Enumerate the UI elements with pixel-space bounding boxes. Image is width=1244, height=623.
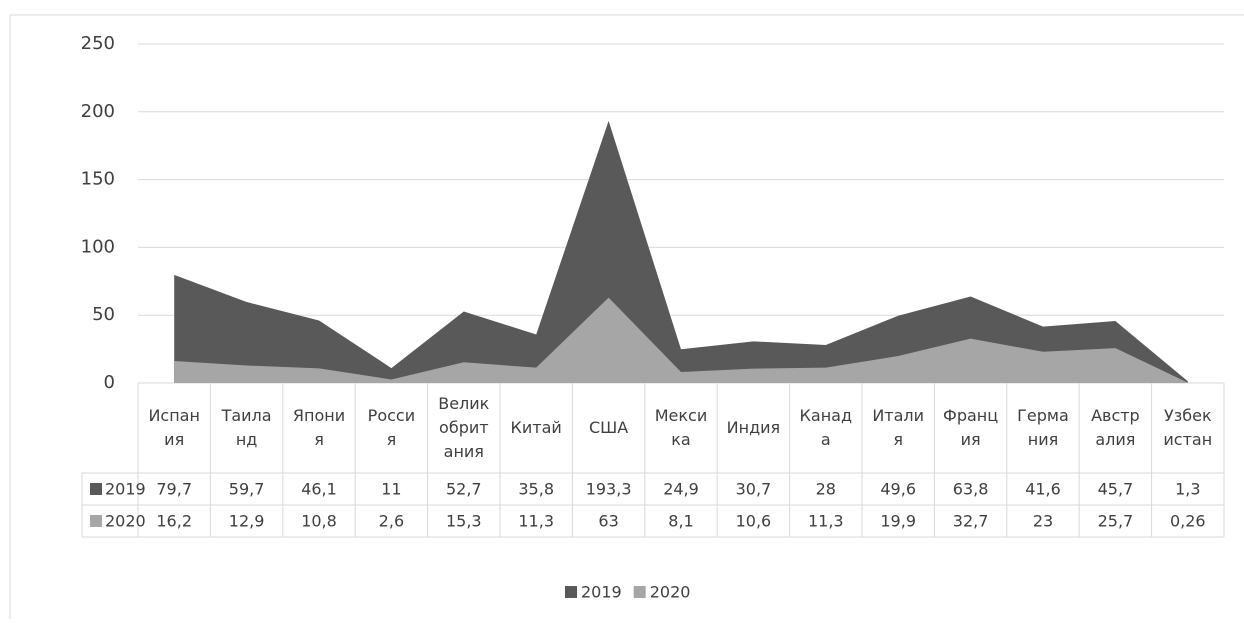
legend-key [90,515,102,527]
data-label: 193,3 [586,480,632,499]
data-label: 52,7 [446,480,482,499]
data-label: 49,6 [880,480,916,499]
data-label: 35,8 [518,480,554,499]
data-label: 63 [598,512,618,531]
x-tick-label: Узбек истан [1163,406,1212,449]
data-label: 79,7 [156,480,192,499]
x-tick-label: Таила нд [221,406,272,449]
data-label: 15,3 [446,512,482,531]
data-label: 11,3 [808,512,844,531]
x-tick-label: Япони я [293,406,345,449]
data-label: 11 [381,480,401,499]
data-label: 1,3 [1175,480,1200,499]
data-label: 8,1 [668,512,693,531]
x-tick-label: Мекси ка [655,406,708,449]
data-label: 16,2 [156,512,192,531]
legend-key [633,586,646,598]
y-tick-label: 150 [81,169,115,190]
area [174,297,1188,383]
y-tick-label: 250 [81,33,115,54]
y-tick-label: 100 [81,236,115,257]
data-label: 63,8 [953,480,989,499]
x-tick-label: США [589,418,628,437]
x-tick-label: Испан ия [148,406,200,449]
x-tick-label: Росси я [368,406,415,449]
data-label: 23 [1033,512,1053,531]
legend-label: 2020 [650,583,691,602]
legend-key [90,483,102,495]
data-label: 28 [816,480,836,499]
x-tick-label: Велик обрит ания [438,394,489,461]
data-label: 11,3 [518,512,554,531]
data-label: 10,6 [736,512,772,531]
data-label: 45,7 [1098,480,1134,499]
data-label: 19,9 [880,512,916,531]
y-tick-label: 200 [81,101,115,122]
x-tick-label: Герма ния [1017,406,1069,449]
y-tick-label: 50 [92,304,115,325]
data-label: 25,7 [1098,512,1134,531]
x-tick-label: Китай [511,418,562,437]
y-tick-label: 0 [104,372,115,393]
area [174,120,1188,384]
legend-key [565,586,577,598]
data-label: 2,6 [379,512,404,531]
data-label: 24,9 [663,480,699,499]
data-label: 59,7 [229,480,265,499]
x-tick-label: Индия [727,418,781,437]
data-label: 32,7 [953,512,989,531]
data-label: 12,9 [229,512,265,531]
data-label: 41,6 [1025,480,1061,499]
row-label: 2019 [105,480,146,499]
x-tick-label: Канад а [800,406,853,449]
data-label: 0,26 [1170,512,1206,531]
row-label: 2020 [105,512,146,531]
x-tick-label: Австр алия [1091,406,1140,449]
data-label: 10,8 [301,512,337,531]
data-label: 30,7 [736,480,772,499]
legend-label: 2019 [581,583,622,602]
data-label: 46,1 [301,480,337,499]
x-tick-label: Итали я [872,406,924,449]
x-tick-label: Франц ия [943,406,998,449]
